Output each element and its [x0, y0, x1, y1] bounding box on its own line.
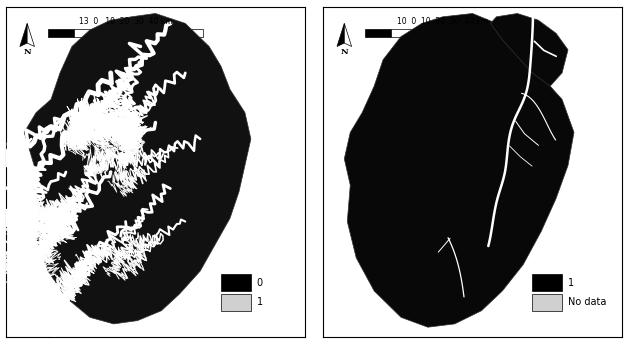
Text: No data: No data — [568, 298, 607, 308]
Text: 1: 1 — [257, 298, 263, 308]
Polygon shape — [490, 13, 568, 86]
Text: 1: 1 — [568, 278, 574, 288]
Bar — [48, 29, 74, 36]
Text: 10  0  10  20  30  40 km: 10 0 10 20 30 40 km — [397, 17, 489, 26]
Text: 0: 0 — [257, 278, 263, 288]
Bar — [100, 29, 126, 36]
Bar — [221, 294, 251, 311]
Text: N: N — [23, 48, 31, 56]
Bar — [494, 29, 520, 36]
Polygon shape — [27, 23, 35, 46]
Bar — [151, 29, 177, 36]
Polygon shape — [24, 13, 251, 324]
Polygon shape — [344, 13, 574, 327]
Bar — [468, 29, 494, 36]
Bar — [74, 29, 100, 36]
Bar — [365, 29, 391, 36]
Polygon shape — [337, 23, 344, 46]
Bar — [126, 29, 151, 36]
Polygon shape — [344, 23, 352, 46]
Text: 13  0   10  20  30  40 km: 13 0 10 20 30 40 km — [78, 17, 173, 26]
Bar — [221, 275, 251, 291]
Bar — [177, 29, 203, 36]
Bar — [533, 294, 562, 311]
Bar — [533, 275, 562, 291]
Bar — [443, 29, 468, 36]
Text: N: N — [340, 48, 348, 56]
Bar — [391, 29, 417, 36]
Polygon shape — [20, 23, 27, 46]
Bar — [417, 29, 443, 36]
